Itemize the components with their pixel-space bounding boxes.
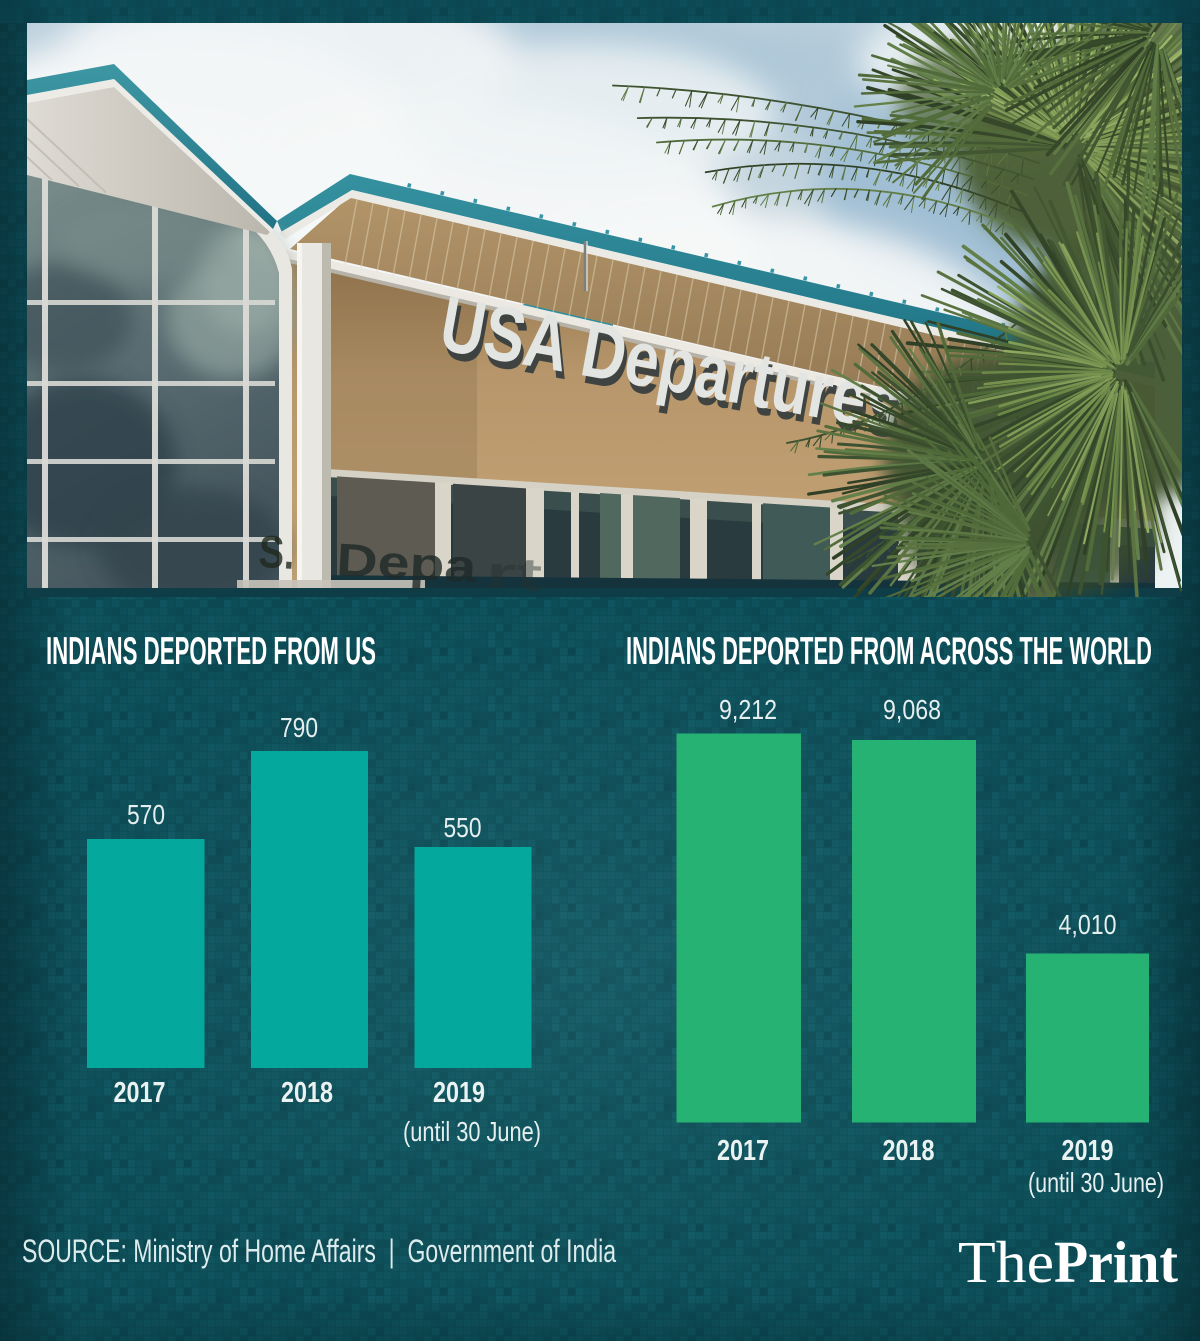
svg-text:(until 30 June): (until 30 June) bbox=[1028, 1167, 1164, 1198]
svg-text:2018: 2018 bbox=[281, 1077, 333, 1109]
svg-text:2018: 2018 bbox=[883, 1135, 935, 1167]
svg-text:S.: S. bbox=[257, 525, 296, 579]
svg-text:The: The bbox=[958, 1229, 1054, 1295]
svg-text:9,068: 9,068 bbox=[883, 694, 941, 725]
svg-text:INDIANS DEPORTED FROM US: INDIANS DEPORTED FROM US bbox=[46, 630, 376, 673]
svg-text:790: 790 bbox=[280, 712, 318, 743]
svg-text:9,212: 9,212 bbox=[719, 694, 777, 725]
svg-text:4,010: 4,010 bbox=[1059, 909, 1117, 940]
svg-text:550: 550 bbox=[444, 812, 482, 843]
svg-text:2017: 2017 bbox=[717, 1135, 769, 1167]
svg-text:SOURCE: Ministry of Home Affai: SOURCE: Ministry of Home Affairs | Gover… bbox=[22, 1233, 616, 1269]
svg-text:Print: Print bbox=[1054, 1229, 1178, 1295]
svg-text:Depa: Depa bbox=[335, 533, 478, 592]
svg-text:2019: 2019 bbox=[1062, 1135, 1114, 1167]
svg-text:570: 570 bbox=[127, 799, 165, 830]
svg-text:2019: 2019 bbox=[433, 1077, 485, 1109]
svg-text:2017: 2017 bbox=[114, 1077, 166, 1109]
svg-text:INDIANS DEPORTED FROM ACROSS T: INDIANS DEPORTED FROM ACROSS THE WORLD bbox=[626, 630, 1152, 673]
svg-text:rt: rt bbox=[485, 546, 544, 601]
svg-text:(until 30 June): (until 30 June) bbox=[403, 1116, 541, 1147]
